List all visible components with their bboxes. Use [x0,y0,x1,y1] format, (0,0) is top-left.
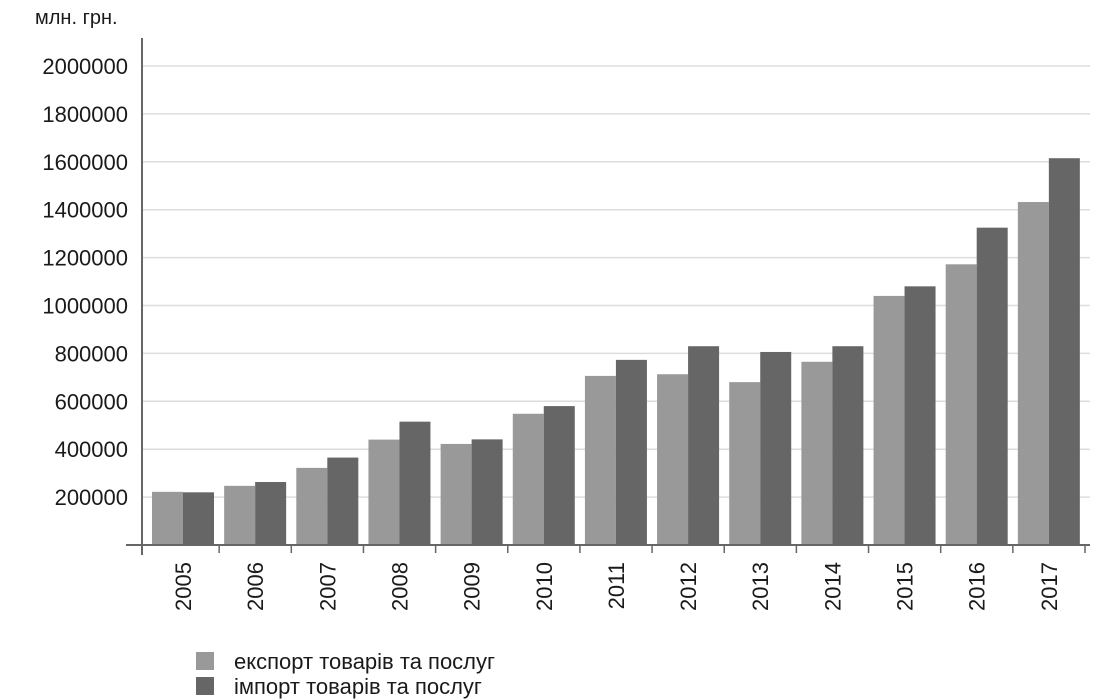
x-tick-label: 2008 [387,562,412,611]
bar-export-2009 [440,443,472,545]
bar-import-2014 [832,346,864,545]
x-tick-label: 2010 [532,562,557,611]
axes [126,38,1090,555]
y-tick-label: 1000000 [42,294,128,319]
gridlines [142,65,1090,498]
bar-export-2015 [873,295,905,545]
x-tick-label: 2012 [676,562,701,611]
x-tick-label: 2016 [965,562,990,611]
y-tick-label: 800000 [55,341,128,366]
x-tick-label: 2009 [460,562,485,611]
y-tick-label: 1800000 [42,102,128,127]
x-tick-label: 2006 [243,562,268,611]
bar-export-2006 [224,485,256,545]
legend-swatch-export [196,652,214,670]
bar-export-2010 [512,413,544,545]
legend-label-import: імпорт товарів та послуг [234,674,482,699]
x-tick-label: 2013 [748,562,773,611]
y-tick-label: 2000000 [42,54,128,79]
bar-export-2005 [152,491,183,545]
bar-import-2009 [471,439,503,545]
y-tick-label: 400000 [55,437,128,462]
bar-import-2006 [255,482,287,545]
y-tick-label: 1600000 [42,150,128,175]
y-tick-label: 1200000 [42,246,128,271]
bar-import-2013 [760,351,792,545]
bar-import-2016 [976,227,1008,545]
bar-import-2015 [904,286,936,545]
bar-export-2016 [945,264,977,545]
legend-label-export: експорт товарів та послуг [234,649,495,674]
y-tick-labels: 200000 400000 600000 800000 1000000 1200000 14… [42,54,128,510]
bar-export-2011 [584,375,616,545]
x-tick-label: 2015 [893,562,918,611]
legend-swatch-import [196,677,214,695]
bar-import-2007 [327,457,359,545]
bar-import-2010 [543,406,575,545]
y-tick-label: 1400000 [42,198,128,223]
bar-export-2014 [801,361,833,545]
legend: експорт товарів та послуг імпорт товарів… [196,649,495,699]
bar-import-2005 [183,492,214,545]
x-tick-label: 2007 [315,562,340,611]
bar-export-2012 [657,374,689,545]
bar-import-2012 [688,346,720,545]
bar-import-2008 [399,421,431,545]
x-tick-label: 2011 [604,562,629,609]
x-tick-label: 2005 [171,562,196,611]
x-tick-label: 2014 [820,562,845,611]
bar-export-2007 [296,467,328,545]
bars [152,158,1080,545]
y-unit-label: млн. грн. [35,7,118,29]
bar-import-2017 [1048,158,1080,545]
bar-export-2013 [729,382,761,545]
bar-export-2008 [368,439,400,545]
bar-export-2017 [1017,202,1049,545]
y-tick-label: 200000 [55,485,128,510]
x-tick-labels: 2005 2006 2007 2008 2009 2010 2011 2012 2013 2014… [171,562,1062,611]
bar-import-2011 [615,359,647,545]
y-tick-label: 600000 [55,389,128,414]
x-tick-label: 2017 [1037,562,1062,611]
